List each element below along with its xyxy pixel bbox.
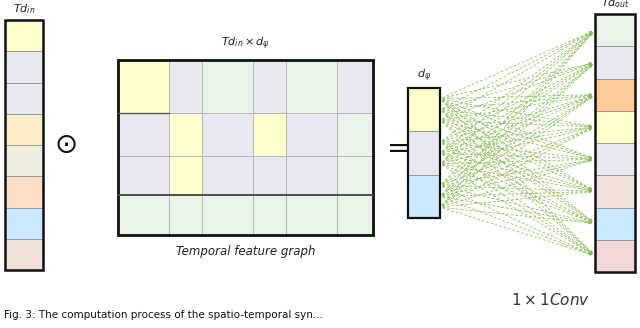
Text: Fig. 3: The computation process of the spatio-temporal syn...: Fig. 3: The computation process of the s… <box>4 310 323 320</box>
Bar <box>408 88 440 218</box>
Bar <box>408 131 440 175</box>
Text: Temporal feature graph: Temporal feature graph <box>176 245 316 258</box>
Text: $1\times1Conv$: $1\times1Conv$ <box>511 292 590 308</box>
Bar <box>5 20 43 270</box>
Bar <box>169 113 202 156</box>
Bar <box>118 195 169 235</box>
Text: $=$: $=$ <box>381 133 409 161</box>
Bar <box>5 83 43 114</box>
Bar <box>202 60 253 113</box>
Bar <box>595 14 635 46</box>
Bar <box>253 195 286 235</box>
Bar <box>5 176 43 208</box>
Text: $Td_{in}\times d_{\psi}$: $Td_{in}\times d_{\psi}$ <box>221 36 270 52</box>
Bar <box>118 156 169 195</box>
Text: $\odot$: $\odot$ <box>54 131 76 159</box>
Bar <box>253 113 286 156</box>
Bar <box>595 240 635 272</box>
Bar <box>169 60 202 113</box>
Bar <box>286 60 337 113</box>
Bar <box>5 114 43 145</box>
Bar <box>408 175 440 218</box>
Bar <box>337 195 373 235</box>
Bar <box>118 60 169 113</box>
Bar <box>169 195 202 235</box>
Bar <box>337 156 373 195</box>
Bar <box>5 145 43 176</box>
Bar <box>337 113 373 156</box>
Bar <box>408 88 440 131</box>
Bar <box>5 208 43 239</box>
Bar <box>5 239 43 270</box>
Bar <box>286 113 337 156</box>
Bar <box>595 208 635 240</box>
Bar <box>253 60 286 113</box>
Bar <box>118 113 169 156</box>
Bar <box>595 111 635 143</box>
Bar <box>337 60 373 113</box>
Text: $Td_{out}$: $Td_{out}$ <box>600 0 629 10</box>
Bar <box>118 60 373 235</box>
Bar <box>202 156 253 195</box>
Bar <box>595 78 635 111</box>
Bar <box>202 113 253 156</box>
Bar <box>253 156 286 195</box>
Bar <box>169 156 202 195</box>
Bar <box>595 143 635 175</box>
Bar <box>595 175 635 208</box>
Bar <box>595 46 635 78</box>
Bar <box>286 156 337 195</box>
Bar <box>286 195 337 235</box>
Bar <box>595 14 635 272</box>
Bar <box>5 51 43 83</box>
Bar <box>5 20 43 51</box>
Bar <box>202 195 253 235</box>
Text: $d_{\psi}$: $d_{\psi}$ <box>417 68 431 84</box>
Text: $Td_{in}$: $Td_{in}$ <box>13 2 35 16</box>
